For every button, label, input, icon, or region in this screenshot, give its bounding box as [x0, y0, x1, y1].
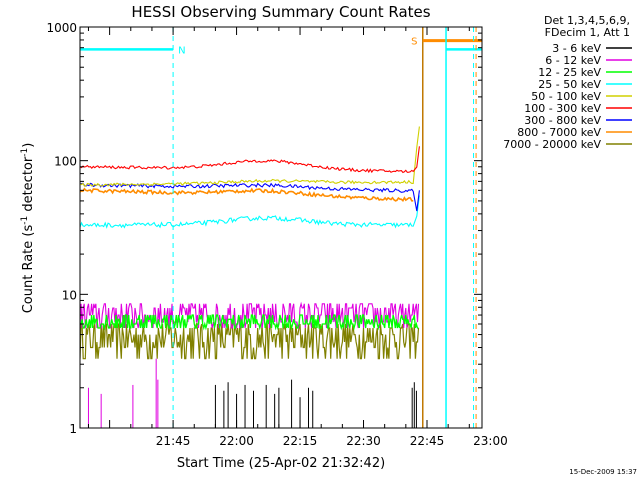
series-line-12-25keV	[80, 314, 419, 331]
series-line-100-300keV	[80, 146, 420, 174]
series-line-800-7000keV	[80, 187, 414, 203]
y-tick-label: 100	[54, 155, 77, 169]
y-tick-label: 1	[69, 422, 77, 436]
series-line-25-50keV	[80, 195, 420, 229]
x-axis: 21:45 22:00 22:15 22:30 22:45 23:00	[87, 27, 508, 448]
x-tick-label: 22:45	[410, 434, 445, 448]
marker-label: S	[411, 37, 417, 48]
legend-label: 300 - 800 keV	[524, 114, 601, 127]
x-tick-label: 23:00	[473, 434, 508, 448]
marker-label: N	[178, 45, 185, 56]
legend-label: 6 - 12 keV	[545, 54, 601, 67]
series-line-300-800keV	[80, 182, 420, 212]
legend-label: 7000 - 20000 keV	[503, 138, 601, 151]
plot-area: NS	[79, 26, 483, 429]
y-axis-label: Count Rate (s-1 detector-1)	[20, 143, 36, 314]
legend: Det 1,3,4,5,6,9,FDecim 1, Att 1 3 - 6 keV…	[503, 14, 632, 151]
x-tick-label: 22:15	[283, 434, 318, 448]
legend-header: Det 1,3,4,5,6,9,	[544, 14, 630, 27]
x-tick-label: 22:00	[219, 434, 254, 448]
legend-label: 25 - 50 keV	[538, 78, 601, 91]
series-group: NS	[80, 27, 482, 428]
y-tick-label: 10	[62, 288, 77, 302]
legend-label: 100 - 300 keV	[524, 102, 601, 115]
legend-label: 800 - 7000 keV	[517, 126, 601, 139]
y-tick-label: 1000	[46, 21, 77, 35]
x-tick-label: 21:45	[156, 434, 191, 448]
legend-label: 12 - 25 keV	[538, 66, 601, 79]
series-line-50-100keV	[80, 126, 420, 187]
y-axis: 1 10 100 1000	[46, 21, 482, 436]
series-line-6-12keV	[80, 301, 420, 329]
legend-label: 50 - 100 keV	[531, 90, 601, 103]
legend-label: 3 - 6 keV	[552, 42, 601, 55]
legend-header: FDecim 1, Att 1	[545, 26, 630, 39]
x-tick-label: 22:30	[346, 434, 381, 448]
series-line-7000-20000keV	[80, 321, 420, 360]
x-axis-label: Start Time (25-Apr-02 21:32:42)	[177, 456, 385, 471]
plot-frame	[79, 26, 483, 429]
chart-title: HESSI Observing Summary Count Rates	[131, 3, 430, 21]
timestamp: 15-Dec-2009 15:37	[569, 468, 637, 476]
